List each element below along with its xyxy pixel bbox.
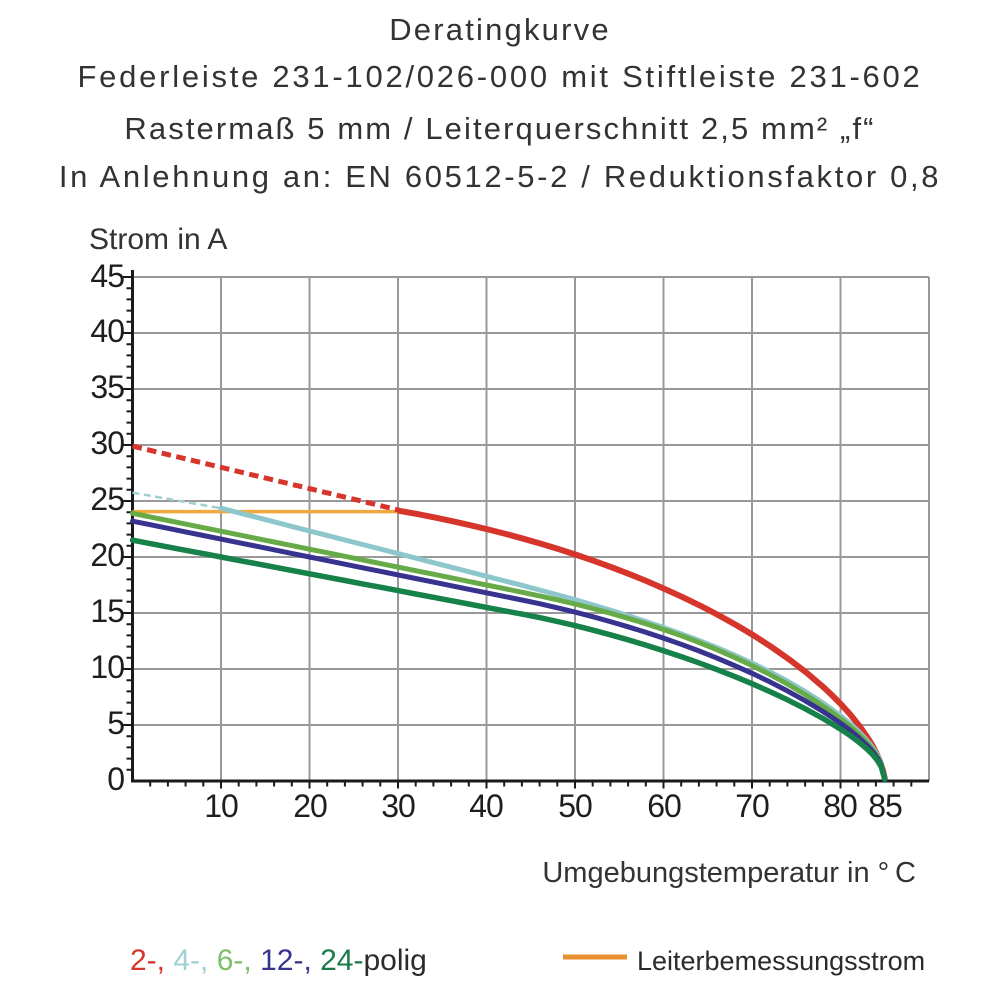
svg-text:25: 25 [90,481,124,517]
svg-text:30: 30 [381,788,415,824]
svg-text:80: 80 [823,788,857,824]
svg-text:35: 35 [90,369,124,405]
svg-text:Leiterbemessungsstrom: Leiterbemessungsstrom [637,946,925,976]
svg-text:10: 10 [90,649,124,685]
svg-text:20: 20 [293,788,327,824]
svg-text:45: 45 [90,258,124,294]
svg-text:40: 40 [469,788,503,824]
svg-text:20: 20 [90,537,124,573]
svg-text:Umgebungstemperatur in ° C: Umgebungstemperatur in ° C [542,857,916,889]
svg-text:Rastermaß 5 mm / Leiterquersch: Rastermaß 5 mm / Leiterquerschnitt 2,5 m… [124,111,875,146]
svg-text:Strom in A: Strom in A [89,223,227,256]
svg-text:Federleiste 231-102/026-000 mi: Federleiste 231-102/026-000 mit Stiftlei… [77,59,922,94]
svg-text:70: 70 [735,788,769,824]
svg-text:40: 40 [90,313,124,349]
svg-text:Deratingkurve: Deratingkurve [389,12,611,47]
svg-text:0: 0 [107,761,124,797]
svg-text:60: 60 [647,788,681,824]
svg-text:50: 50 [558,788,592,824]
svg-text:In Anlehnung an: EN 60512-5-2: In Anlehnung an: EN 60512-5-2 / Reduktio… [59,159,941,194]
svg-text:10: 10 [204,788,238,824]
svg-text:15: 15 [90,593,124,629]
svg-text:85: 85 [868,788,902,824]
svg-text:2-, 4-, 6-, 12-, 24-polig: 2-, 4-, 6-, 12-, 24-polig [130,944,427,977]
svg-text:30: 30 [90,425,124,461]
svg-text:5: 5 [107,705,124,741]
